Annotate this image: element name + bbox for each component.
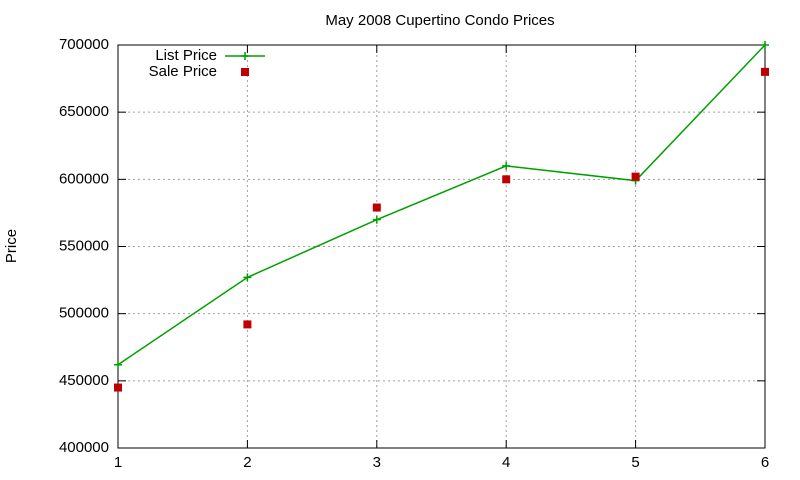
legend-marker	[241, 52, 249, 60]
plus-marker	[502, 161, 511, 170]
y-tick-label: 450000	[59, 372, 109, 389]
y-tick-label: 650000	[59, 103, 109, 120]
y-tick-label: 400000	[59, 439, 109, 456]
square-marker	[502, 175, 511, 184]
y-axis-label: Price	[3, 229, 20, 263]
plus-marker	[114, 360, 122, 369]
legend-label: List Price	[155, 47, 217, 64]
square-marker	[243, 320, 252, 329]
legend-marker	[241, 68, 249, 76]
x-tick-label: 6	[761, 454, 769, 471]
y-tick-label: 700000	[59, 36, 109, 53]
line	[117, 44, 766, 366]
chart-title: May 2008 Cupertino Condo Prices	[325, 12, 554, 29]
x-tick-label: 3	[373, 454, 381, 471]
legend-label: Sale Price	[149, 63, 217, 80]
square-marker	[631, 172, 640, 181]
y-tick-label: 550000	[59, 237, 109, 254]
x-tick-label: 4	[502, 454, 510, 471]
x-tick-label: 5	[631, 454, 639, 471]
y-tick-label: 600000	[59, 170, 109, 187]
plus-marker	[372, 215, 381, 224]
plus-marker	[243, 273, 252, 282]
x-tick-label: 2	[243, 454, 251, 471]
square-marker	[114, 383, 122, 392]
plot-border	[117, 44, 766, 449]
y-tick-label: 500000	[59, 305, 109, 322]
plus-marker	[761, 41, 769, 49]
x-tick-label: 1	[114, 454, 122, 471]
square-marker	[761, 67, 769, 76]
square-marker	[372, 203, 381, 212]
